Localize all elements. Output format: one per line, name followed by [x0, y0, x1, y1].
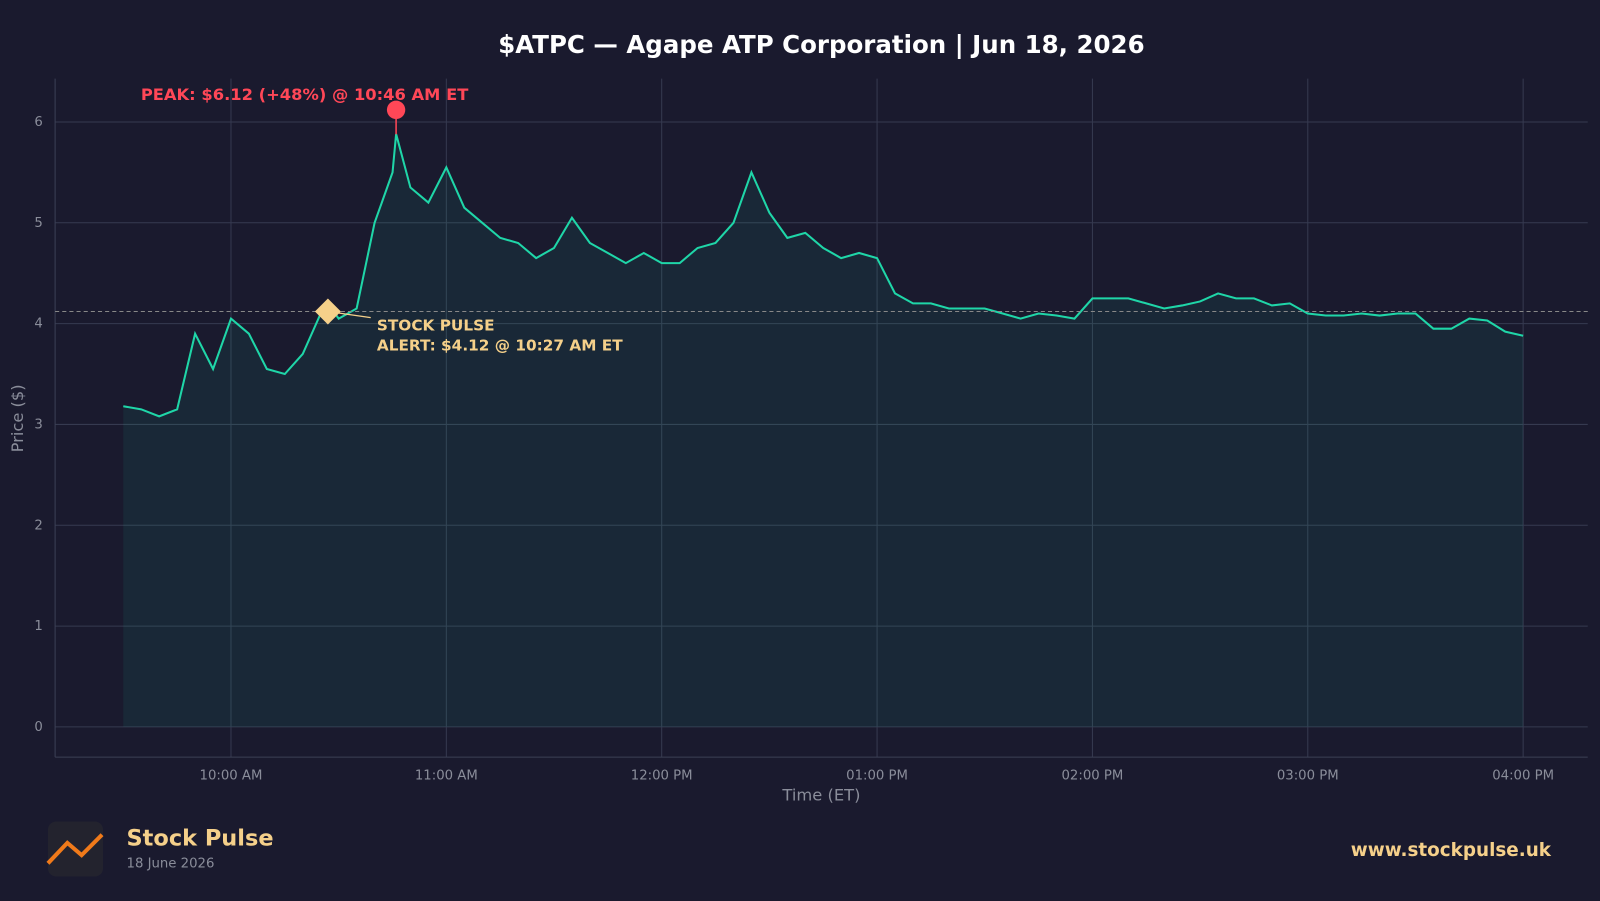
y-tick-label: 2	[34, 518, 42, 533]
x-tick-label: 01:00 PM	[846, 769, 908, 784]
brand-date: 18 June 2026	[127, 856, 215, 871]
brand-name: Stock Pulse	[127, 825, 274, 851]
x-axis-label: Time (ET)	[781, 785, 860, 804]
y-axis-label: Price ($)	[8, 384, 27, 452]
x-tick-label: 12:00 PM	[631, 769, 693, 784]
x-tick-label: 03:00 PM	[1277, 769, 1339, 784]
x-tick-label: 02:00 PM	[1062, 769, 1124, 784]
website-url: www.stockpulse.uk	[1351, 840, 1552, 861]
alert-label: STOCK PULSE	[377, 316, 495, 334]
alert-label: ALERT: $4.12 @ 10:27 AM ET	[377, 337, 623, 355]
y-tick-label: 3	[34, 417, 42, 432]
y-tick-label: 6	[34, 115, 42, 130]
peak-label: PEAK: $6.12 (+48%) @ 10:46 AM ET	[141, 85, 469, 104]
area-fill	[123, 134, 1524, 727]
y-tick-label: 4	[34, 317, 42, 332]
price-line	[123, 133, 1524, 418]
y-tick-label: 1	[34, 619, 42, 634]
x-tick-label: 04:00 PM	[1492, 769, 1554, 784]
peak-marker	[386, 100, 406, 120]
alert-marker	[314, 298, 341, 325]
y-tick-label: 5	[34, 216, 42, 231]
logo	[46, 821, 104, 877]
x-tick-label: 10:00 AM	[200, 769, 263, 784]
x-tick-label: 11:00 AM	[415, 769, 478, 784]
chart-title: $ATPC — Agape ATP Corporation | Jun 18, …	[498, 30, 1144, 59]
y-tick-label: 0	[34, 720, 42, 735]
logo-icon	[46, 833, 104, 865]
